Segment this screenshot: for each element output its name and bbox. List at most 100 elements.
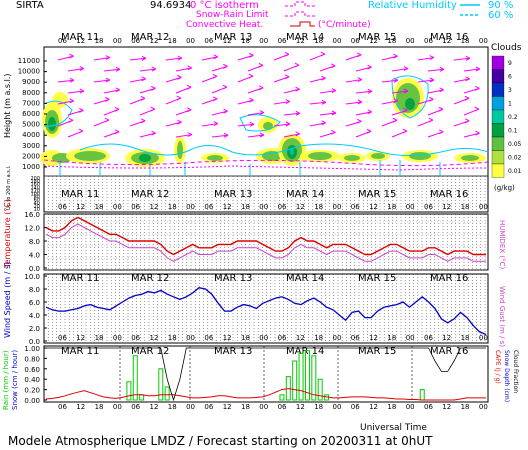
cloud-ylabel-lower: Up to 200 m a.s.l. — [6, 165, 12, 210]
hour-label: 12 — [369, 37, 378, 45]
wind-arrow — [175, 134, 192, 138]
hour-label: 00 — [479, 403, 488, 411]
wind-arrow-head — [151, 85, 156, 91]
hour-label: 06 — [58, 203, 67, 211]
wind-arrow-head — [69, 98, 74, 104]
hour-label: 18 — [461, 403, 470, 411]
colorbar-swatch — [491, 96, 505, 111]
hour-label: 18 — [314, 203, 323, 211]
wind-arrow-head — [105, 77, 111, 83]
hour-label: 12 — [442, 37, 451, 45]
legend-rh-90: 90 % — [488, 0, 513, 11]
hour-label: 00 — [406, 334, 415, 342]
day-label: MAR 12 — [131, 273, 169, 284]
hour-label: 18 — [314, 403, 323, 411]
cloud-ytick: 2000 — [22, 152, 40, 160]
wind-arrow — [211, 134, 228, 138]
hour-label: 00 — [406, 403, 415, 411]
hour-label: 06 — [131, 37, 140, 45]
day-label: MAR 15 — [358, 273, 396, 284]
wind-arrow — [345, 79, 362, 83]
wind-arrow-head — [295, 86, 300, 92]
wind-arrow-head — [140, 95, 146, 101]
wind-arrow — [381, 100, 398, 105]
wind-arrow — [417, 57, 434, 61]
wind-arrow-head — [402, 128, 408, 134]
colorbar-swatch — [491, 163, 505, 178]
wind-arrow-head — [248, 73, 254, 79]
hour-label: 18 — [314, 334, 323, 342]
day-label: MAR 13 — [214, 32, 252, 43]
colorbar-swatch — [491, 136, 505, 151]
wind-arrow — [211, 110, 228, 116]
hour-label: 06 — [424, 403, 433, 411]
hour-label: 00 — [186, 403, 195, 411]
wind-arrow-head — [114, 129, 120, 135]
wind-arrow-head — [222, 84, 228, 90]
wind-arrow — [247, 134, 264, 138]
wind-arrow — [67, 90, 84, 94]
wind-arrow-head — [151, 130, 156, 136]
hour-label: 18 — [241, 403, 250, 411]
wind-arrow — [103, 68, 120, 72]
hour-label: 06 — [351, 334, 360, 342]
cloud-blob — [308, 152, 332, 160]
wind-arrow-head — [249, 121, 255, 127]
wind-arrow-head — [150, 106, 156, 112]
wind-arrow — [57, 100, 74, 105]
wind-arrow-head — [213, 121, 219, 127]
day-label: MAR 12 — [131, 32, 169, 43]
wind-arrow-head — [367, 64, 372, 70]
wind-arrow — [319, 90, 336, 94]
cloud-fraction-series-line — [46, 347, 486, 402]
wind-arrow — [57, 79, 74, 83]
wind-ytick: 4.0 — [29, 312, 40, 320]
cloud-ytick: 9000 — [22, 78, 40, 86]
hour-label: 18 — [387, 37, 396, 45]
wind-arrow — [283, 112, 300, 116]
wind-arrow-head — [151, 66, 157, 72]
rh-contour — [79, 143, 489, 157]
wind-arrow-head — [212, 96, 218, 102]
rain-bar — [292, 360, 298, 401]
wind-arrow-head — [79, 107, 84, 113]
wind-arrow-head — [141, 76, 146, 82]
wind-arrow — [355, 66, 372, 72]
wind-arrow-head — [284, 74, 290, 80]
hour-label: 06 — [351, 203, 360, 211]
hour-label: 18 — [168, 334, 177, 342]
cloud-blob — [262, 151, 282, 161]
humidex-series-line — [45, 223, 486, 262]
wind-arrow — [381, 79, 398, 83]
snow-rain-line — [43, 165, 489, 171]
colorbar-label: 0.2 — [508, 114, 518, 121]
cloud-ytick-lower: 180 — [30, 179, 40, 185]
rain-bar — [126, 381, 132, 401]
wind-arrow — [309, 77, 326, 83]
colorbar-swatch — [491, 69, 505, 84]
hour-label: 18 — [241, 334, 250, 342]
hour-label: 00 — [113, 403, 122, 411]
precip-ytick: 0.40 — [24, 376, 40, 384]
wind-arrow-head — [321, 75, 326, 81]
cloud-blob — [263, 122, 273, 130]
hour-label: 06 — [204, 334, 213, 342]
wind-arrow — [237, 123, 254, 127]
cloud-blob — [344, 155, 360, 161]
cloud-blob — [48, 117, 56, 131]
wind-arrow-head — [213, 54, 218, 60]
wind-arrow-head — [115, 66, 121, 72]
colorbar-label: 9 — [508, 60, 512, 67]
hour-label: 18 — [95, 334, 104, 342]
wind-arrow-head — [187, 132, 193, 138]
gust-ylabel: Wind Gust (m / s) — [498, 286, 506, 347]
hour-label: 12 — [369, 403, 378, 411]
wind-arrow-head — [356, 52, 362, 58]
day-label: MAR 16 — [430, 273, 468, 284]
wind-arrow-head — [367, 88, 373, 94]
hour-label: 12 — [442, 334, 451, 342]
wind-arrow — [201, 56, 218, 61]
cloud-ytick-lower: 20 — [34, 204, 40, 210]
wind-arrow — [139, 68, 156, 72]
